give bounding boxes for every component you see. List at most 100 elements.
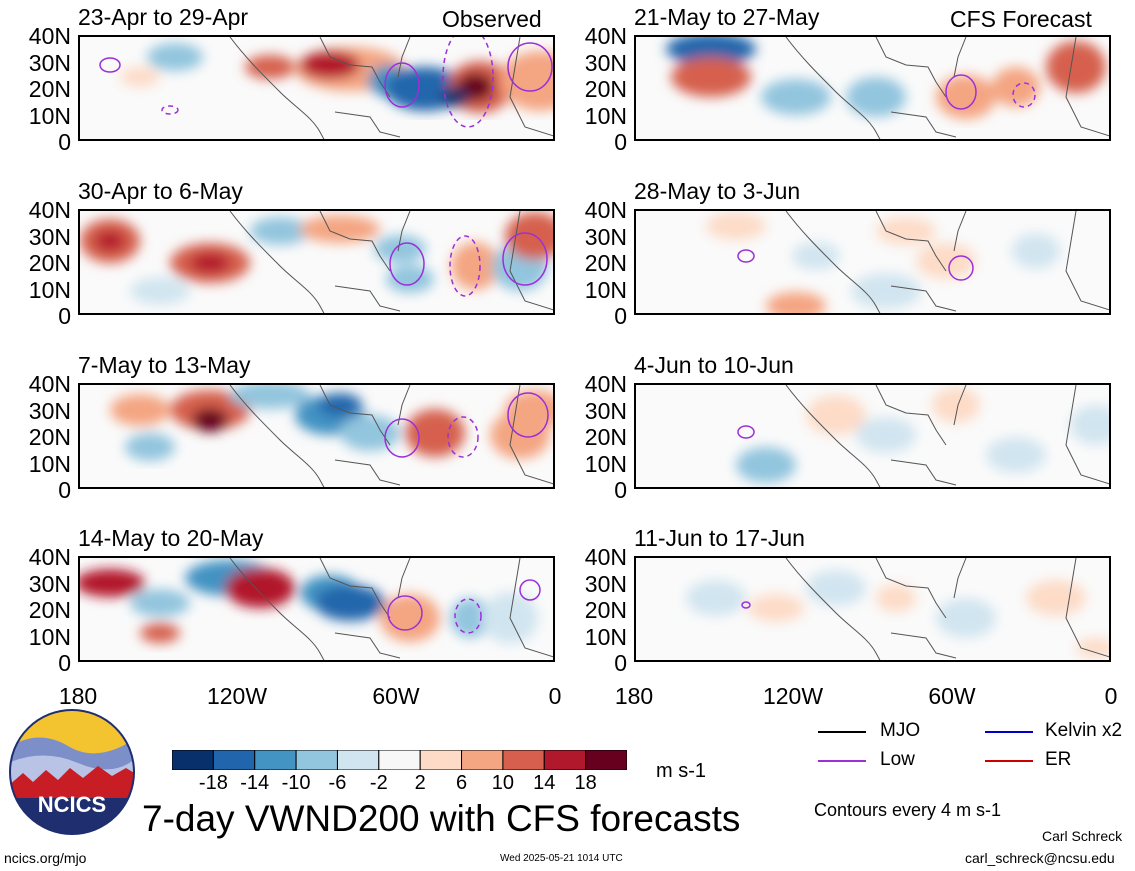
colorbar-swatch	[461, 749, 504, 771]
forecast-panel-title-2: 28-May to 3-Jun	[634, 178, 801, 204]
y-tick-label: 40N	[28, 371, 71, 397]
colorbar-swatch	[543, 749, 587, 771]
colorbar-swatch	[502, 749, 545, 771]
y-tick-label: 40N	[28, 197, 71, 223]
colorbar-tick-label: 14	[533, 772, 556, 794]
forecast-label: CFS Forecast	[950, 6, 1092, 32]
y-tick-label: 30N	[584, 223, 627, 250]
low-contour	[945, 74, 977, 110]
coastline	[785, 385, 1109, 487]
legend-er-label: ER	[1045, 749, 1072, 770]
y-tick-label: 0	[58, 303, 71, 329]
anomaly-blob	[315, 585, 385, 621]
y-tick-label: 20N	[584, 597, 627, 623]
forecast-map-3	[634, 383, 1111, 489]
coastline	[229, 558, 553, 660]
x-tick-label: 60W	[372, 683, 420, 709]
forecast-map-4	[634, 556, 1111, 662]
anomaly-blob	[846, 77, 906, 117]
colorbar-tick-label: -18	[198, 772, 228, 794]
anomaly-blob	[792, 242, 840, 270]
anomaly-blob	[706, 212, 766, 240]
colorbar-swatch	[419, 749, 463, 771]
observed-map-1	[78, 35, 555, 141]
anomaly-blob	[192, 408, 228, 432]
anomaly-blob	[386, 265, 434, 293]
anomaly-blob	[736, 447, 796, 483]
anomaly-blob	[671, 57, 751, 97]
footer-url[interactable]: ncics.org/mjo	[4, 850, 87, 866]
low-contour	[502, 232, 548, 286]
colorbar	[171, 749, 628, 771]
forecast-panel-title-3: 4-Jun to 10-Jun	[634, 352, 794, 378]
y-tick-label: 10N	[28, 102, 71, 129]
y-tick-label: 20N	[584, 424, 627, 450]
x-tick-label: 0	[548, 683, 562, 709]
low-contour	[442, 37, 494, 128]
observed-map-4	[78, 556, 555, 662]
y-tick-label: 20N	[584, 76, 627, 102]
anomaly-blob	[932, 387, 980, 423]
y-tick-label: 30N	[28, 223, 71, 250]
x-tick-label: 60W	[928, 683, 976, 709]
y-tick-label: 30N	[28, 397, 71, 424]
anomaly-blob	[876, 217, 936, 245]
observed-label: Observed	[442, 6, 542, 32]
y-tick-label: 40N	[584, 371, 627, 397]
colorbar-swatch	[378, 749, 421, 771]
y-tick-label: 10N	[28, 276, 71, 303]
low-contour	[507, 42, 553, 92]
anomaly-blob	[125, 433, 175, 461]
y-tick-label: 30N	[28, 49, 71, 76]
y-tick-label: 10N	[584, 102, 627, 129]
low-contour	[948, 255, 974, 281]
observed-map-2	[78, 209, 555, 315]
anomaly-blob	[95, 231, 125, 251]
footer-email[interactable]: carl_schreck@ncsu.edu	[965, 850, 1115, 866]
anomaly-blob	[300, 51, 360, 79]
y-tick-label: 20N	[28, 424, 71, 450]
anomaly-blob	[450, 598, 490, 638]
colorbar-swatch	[585, 749, 628, 771]
anomaly-blob	[1046, 41, 1106, 93]
colorbar-tick-label: -14	[240, 772, 270, 794]
anomaly-blob	[1070, 405, 1109, 445]
colorbar-tick-label: -2	[369, 772, 388, 794]
anomaly-blob	[876, 584, 916, 612]
observed-map-3	[78, 383, 555, 489]
coastline	[785, 558, 1109, 660]
anomaly-blob	[147, 43, 203, 71]
anomaly-blob	[505, 212, 553, 260]
main-title: 7-day VWND200 with CFS forecasts	[142, 798, 741, 839]
legend-mjo-line	[818, 731, 866, 733]
legend-er-line	[985, 760, 1033, 762]
y-tick-label: 40N	[584, 23, 627, 49]
y-tick-label: 0	[614, 303, 627, 329]
anomaly-blob	[806, 395, 866, 435]
y-tick-label: 0	[58, 477, 71, 503]
coastline	[229, 211, 553, 313]
low-contour	[737, 425, 755, 439]
observed-panel-title-3: 7-May to 13-May	[78, 352, 251, 378]
anomaly-blob	[230, 385, 310, 409]
forecast-panel-title-1: 21-May to 27-May	[634, 4, 820, 30]
colorbar-swatch	[212, 749, 256, 771]
anomaly-blob	[1012, 233, 1060, 269]
anomaly-blob	[405, 409, 465, 457]
low-contour	[447, 416, 479, 458]
anomaly-blob	[686, 580, 746, 616]
y-tick-label: 10N	[28, 450, 71, 477]
logo-text: NCICS	[38, 792, 106, 817]
x-tick-label: 180	[614, 683, 654, 709]
observed-panel-title-4: 14-May to 20-May	[78, 525, 264, 551]
anomaly-blob	[761, 79, 831, 115]
low-contour	[454, 598, 482, 634]
colorbar-tick-label: -10	[281, 772, 311, 794]
low-contour	[737, 249, 755, 263]
forecast-panel-title-4: 11-Jun to 17-Jun	[634, 525, 805, 551]
observed-panel-title-2: 30-Apr to 6-May	[78, 178, 243, 204]
y-tick-label: 20N	[28, 250, 71, 276]
y-tick-label: 10N	[584, 623, 627, 650]
anomaly-blob	[225, 568, 295, 608]
x-tick-label: 0	[1104, 683, 1118, 709]
